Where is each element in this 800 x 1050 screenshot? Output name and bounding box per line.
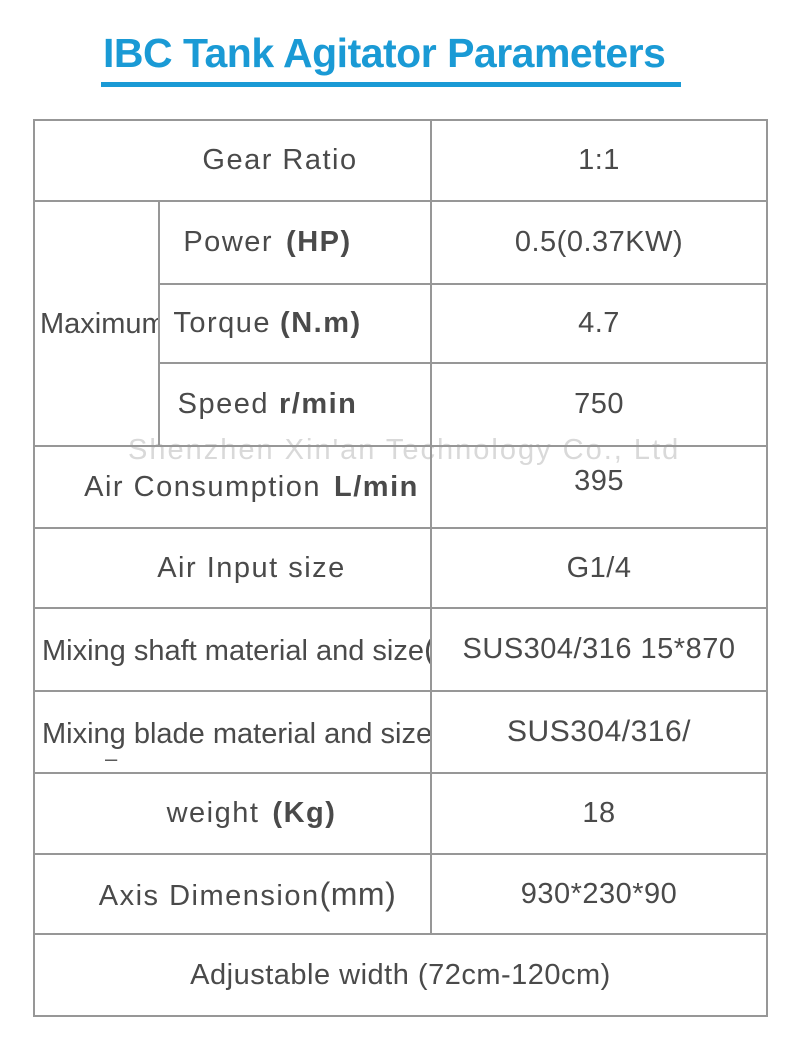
mixing-shaft-unit: (mm)	[424, 631, 429, 667]
speed-label: Speed r/min	[157, 362, 433, 447]
axis-dimension-label-text: Axis Dimension	[98, 879, 320, 912]
table-row-air-consumption: Air Consumption L/min 395	[32, 445, 769, 529]
power-unit: (HP)	[286, 226, 352, 258]
speed-label-text: Speed	[177, 388, 269, 420]
table-row-axis-dimension: Axis Dimension(mm) 930*230*90	[32, 853, 769, 935]
adjustable-width-label: Adjustable width (72cm-120cm)	[32, 933, 769, 1017]
air-consumption-label: Air Consumption L/min	[32, 445, 433, 529]
table-row-adjustable-width: Adjustable width (72cm-120cm)	[32, 933, 769, 1017]
mixing-shaft-value: SUS304/316 15*870	[430, 607, 769, 692]
table-row-air-input-size: Air Input size G1/4	[32, 527, 769, 609]
axis-dimension-unit: (mm)	[319, 875, 397, 912]
table-row-mixing-shaft: Mixing shaft material and size(mm) SUS30…	[32, 607, 769, 692]
axis-dimension-label: Axis Dimension(mm)	[32, 853, 433, 935]
power-label-text: Power	[183, 226, 274, 258]
weight-unit: (Kg)	[272, 797, 337, 829]
torque-label-text: Torque	[173, 307, 272, 339]
gear-ratio-value: 1:1	[430, 119, 769, 202]
axis-dimension-value: 930*230*90	[430, 853, 769, 935]
table-row-speed: Speed r/min 750	[34, 362, 769, 447]
weight-value: 18	[430, 772, 769, 855]
gear-ratio-label: Gear Ratio	[32, 119, 433, 202]
mixing-blade-value: SUS304/316/	[430, 690, 769, 774]
air-consumption-unit: L/min	[334, 470, 419, 503]
torque-unit: (N.m)	[280, 307, 362, 339]
power-label: Power (HP)	[157, 200, 433, 285]
mixing-shaft-label-text: Mixing shaft material and size	[42, 635, 424, 667]
air-consumption-label-text: Air Consumption	[84, 470, 322, 503]
mixing-blade-label: Mixing blade material and size(mm)	[32, 690, 433, 774]
mixing-shaft-label: Mixing shaft material and size(mm)	[32, 607, 433, 692]
table-row-mixing-blade: Mixing blade material and size(mm) SUS30…	[32, 690, 769, 774]
table-row-torque: Torque (N.m) 4.7	[34, 283, 769, 364]
weight-label: weight (Kg)	[32, 772, 433, 855]
table-row-gear-ratio: Gear Ratio 1:1	[32, 119, 769, 202]
mixing-blade-label-text: Mixing blade material and size	[42, 717, 432, 750]
air-consumption-value: 395	[430, 445, 769, 529]
max-output-power-group-label: Maximum output power max	[33, 200, 160, 447]
torque-label: Torque (N.m)	[157, 283, 433, 364]
speed-unit: r/min	[278, 388, 358, 420]
stray-dash-artifact: –	[105, 746, 118, 771]
page-title: IBC Tank Agitator Parameters	[101, 30, 682, 88]
air-input-size-label: Air Input size	[32, 527, 433, 609]
table-row-power: Maximum output power max Power (HP) 0.5(0…	[33, 200, 769, 447]
speed-value: 750	[430, 362, 769, 447]
weight-label-text: weight	[166, 797, 260, 829]
torque-value: 4.7	[430, 283, 769, 364]
power-value: 0.5(0.37KW)	[430, 200, 769, 285]
table-row-weight: weight (Kg) 18	[32, 772, 769, 855]
spec-table: Gear Ratio 1:1 Maximum output power max …	[32, 119, 769, 1017]
air-input-size-value: G1/4	[430, 527, 769, 609]
